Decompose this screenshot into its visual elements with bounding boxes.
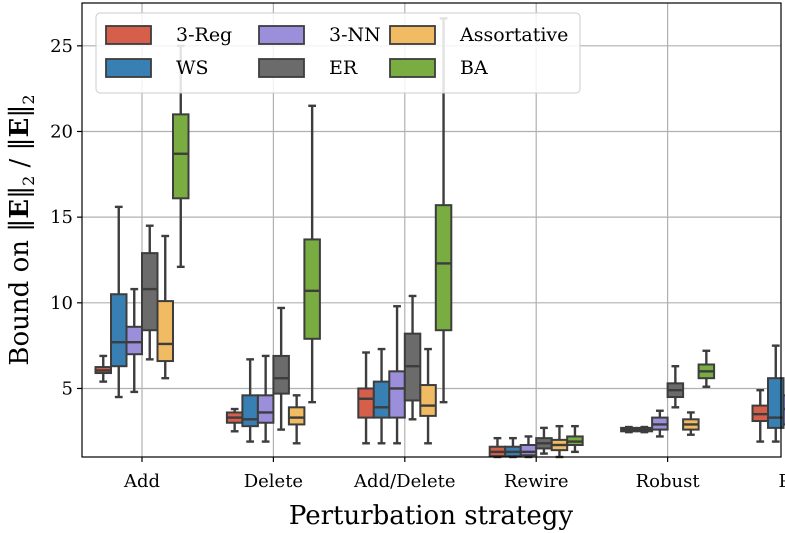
box-er-4: [666, 365, 685, 409]
legend-label: 3-Reg: [176, 24, 232, 46]
y-tick-label: 10: [50, 293, 73, 314]
box-er-2: [403, 294, 422, 421]
box-er-0: [141, 224, 159, 361]
box-ws-3: [504, 436, 522, 459]
legend-swatch: [258, 58, 305, 78]
plot-frame: [81, 2, 782, 458]
y-axis-label-rendered: Bound on ‖E‖2 / ‖E‖2: [5, 94, 38, 365]
box-ba-3: [566, 424, 584, 454]
legend-swatch: [105, 25, 152, 45]
legend: 3-Reg WS 3-NN ER Assortative BA: [95, 12, 581, 94]
box-3-reg-1: [225, 407, 244, 433]
legend-item-3-nn: 3-NN: [258, 24, 381, 46]
box-body: [303, 238, 321, 340]
y-axis-label: Bound on ||E||2 / ||E||2 Bound on ‖E‖2 /…: [5, 94, 38, 365]
x-tick-label: Add: [123, 471, 160, 492]
legend-label: 3-NN: [329, 24, 381, 46]
y-tick-label: 15: [50, 207, 73, 228]
box-3-nn-4: [651, 409, 669, 438]
box-body: [272, 354, 290, 395]
x-tick-label: Delete: [244, 471, 303, 492]
axis-layer: 5 10 15 20 25 Add Delete Add/Delete Rewire Robust…: [50, 36, 785, 492]
box-3-reg-0: [94, 354, 112, 383]
box-er-1: [272, 306, 290, 431]
box-3-reg-3: [488, 436, 507, 459]
box-assortative-0: [156, 234, 174, 380]
box-body: [256, 394, 275, 424]
box-body: [419, 384, 437, 417]
box-body: [110, 293, 128, 368]
legend-swatch: [105, 58, 152, 78]
box-assortative-3: [550, 424, 569, 459]
box-ws-1: [241, 358, 259, 443]
x-axis-label: Perturbation strategy: [289, 501, 574, 531]
box-3-reg-2: [357, 351, 375, 445]
box-body: [519, 444, 538, 457]
x-tick-label: Rewire: [504, 471, 569, 492]
x-tick-label: Add/Delete: [353, 471, 456, 492]
box-body: [125, 325, 143, 356]
box-ws-4: [635, 425, 654, 434]
legend-label: WS: [176, 57, 209, 79]
y-tick-label: 5: [62, 378, 73, 399]
box-body: [141, 252, 159, 332]
legend-swatch: [258, 25, 305, 45]
legend-label: BA: [460, 57, 488, 79]
legend-item-3-reg: 3-Reg: [105, 24, 232, 46]
x-tick-label: Robust: [636, 471, 701, 492]
legend-swatch: [389, 25, 436, 45]
box-body: [172, 113, 190, 200]
legend-item-ba: BA: [389, 57, 488, 79]
box-assortative-2: [419, 347, 437, 445]
box-ws-0: [110, 205, 128, 399]
x-tick-label: PGD: [779, 471, 785, 492]
y-tick-label: 25: [50, 36, 73, 57]
box-assortative-4: [682, 411, 700, 436]
box-3-nn-0: [125, 287, 143, 394]
box-ws-2: [372, 347, 391, 445]
legend-frame: [95, 12, 581, 94]
box-ba-1: [303, 104, 321, 404]
legend-label: Assortative: [459, 24, 568, 46]
box-body: [156, 300, 174, 363]
box-layer: [94, 17, 785, 459]
legend-label: ER: [329, 57, 358, 79]
legend-item-assortative: Assortative: [389, 24, 568, 46]
box-ba-4: [697, 349, 716, 388]
box-3-reg-5: [751, 388, 769, 443]
box-body: [287, 406, 306, 426]
box-3-nn-2: [388, 305, 406, 445]
box-3-nn-5: [782, 394, 785, 426]
box-body: [372, 380, 391, 419]
box-3-reg-4: [620, 425, 638, 434]
box-body: [241, 394, 259, 428]
legend-item-er: ER: [258, 57, 358, 79]
legend-item-ws: WS: [105, 57, 209, 79]
box-body: [357, 387, 375, 419]
box-3-nn-3: [519, 435, 538, 459]
legend-swatch: [389, 58, 436, 78]
box-body: [434, 204, 453, 332]
box-body: [388, 370, 406, 419]
box-3-nn-1: [256, 354, 275, 443]
box-ba-2: [434, 17, 453, 404]
y-tick-label: 20: [50, 121, 73, 142]
box-assortative-1: [287, 394, 306, 445]
box-er-3: [535, 426, 553, 455]
